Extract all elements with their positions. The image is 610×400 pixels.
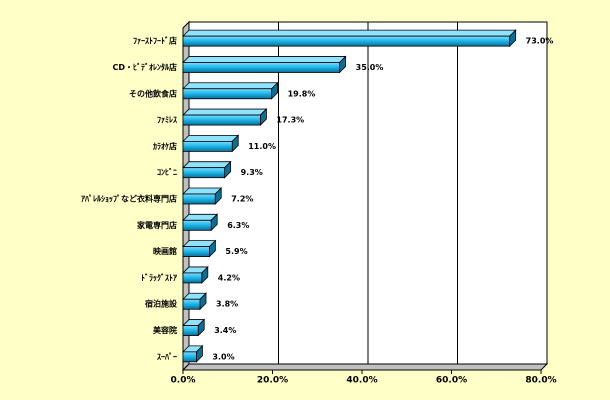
bar (182, 88, 273, 100)
bar (182, 219, 212, 231)
bar (182, 140, 233, 152)
x-tick-label: 0.0% (171, 376, 196, 386)
value-label: 17.3% (276, 116, 304, 125)
bar (182, 62, 341, 73)
bar (182, 193, 216, 205)
y-tick-label: 美容院 (153, 325, 177, 335)
value-label: 35.0% (356, 63, 384, 72)
y-tick-label: ｺﾝﾋﾞﾆ (157, 167, 177, 177)
value-label: 3.4% (214, 326, 236, 335)
value-label: 9.3% (241, 168, 263, 177)
y-tick-label: 宿泊施設 (145, 299, 178, 309)
y-tick-label: ﾌｧﾐﾚｽ (157, 116, 177, 125)
value-label: 19.8% (288, 89, 316, 98)
y-tick-label: ｽｰﾊﾟｰ (157, 351, 177, 361)
value-label: 3.0% (212, 352, 234, 361)
value-label: 4.2% (218, 273, 240, 282)
y-tick-label: 映画館 (153, 246, 177, 256)
bar (182, 298, 201, 310)
bar-top (182, 161, 232, 169)
y-tick-label: その他飲食店 (129, 88, 177, 98)
x-tick-label: 20.0% (257, 376, 288, 386)
bar-top (182, 56, 347, 63)
bar-top (182, 29, 517, 37)
y-tick-label: ﾄﾞﾗｯｸﾞｽﾄｱ (141, 272, 177, 282)
bar (182, 35, 511, 47)
y-tick-label: 家電専門店 (137, 220, 177, 230)
bar-top (182, 134, 240, 142)
y-tick-label: ﾌｧｰｽﾄﾌｰﾄﾞ店 (133, 36, 177, 46)
bar (182, 272, 203, 284)
bar-top (182, 82, 279, 90)
x-tick-label: 40.0% (346, 376, 377, 386)
value-label: 3.8% (216, 300, 238, 309)
bar (182, 114, 261, 126)
value-label: 73.0% (526, 37, 554, 46)
value-label: 7.2% (231, 195, 253, 204)
y-tick-label: ｶﾗｵｹ店 (153, 141, 177, 151)
bar (182, 325, 199, 336)
y-tick-label: ｱﾊﾟﾚﾙｼｮｯﾌﾟなど衣料専門店 (81, 194, 177, 204)
value-label: 6.3% (227, 221, 249, 230)
x-tick-label: 80.0% (525, 376, 556, 386)
y-tick-label: CD・ﾋﾞﾃﾞｵﾚﾝﾀﾙ店 (112, 62, 177, 72)
bar (182, 167, 226, 179)
value-label: 11.0% (248, 142, 276, 151)
bar-top (182, 108, 268, 116)
bar (182, 246, 210, 258)
x-tick-label: 60.0% (436, 376, 467, 386)
floor (181, 363, 549, 371)
bar-top (182, 187, 223, 195)
value-label: 5.9% (225, 247, 247, 256)
bar (182, 351, 197, 363)
